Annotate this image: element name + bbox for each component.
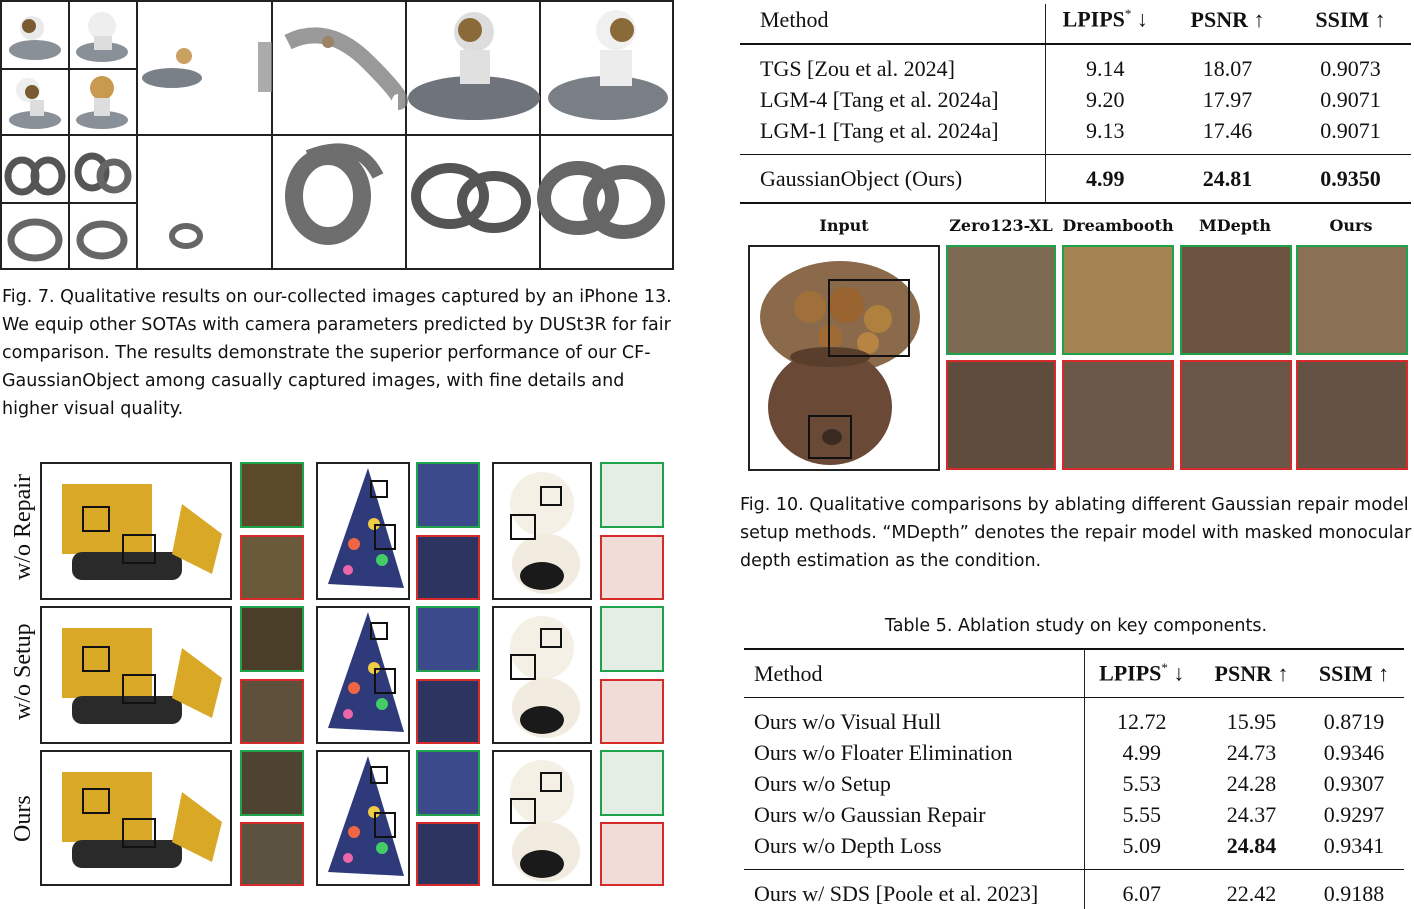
red-box <box>370 766 388 784</box>
hat-wo-repair-green-crop <box>416 462 480 528</box>
green-box <box>374 524 396 550</box>
fig10-mdepth-top-crop <box>1180 245 1292 355</box>
hat-wo-repair-red-crop <box>416 535 480 600</box>
headphone-input-thumbnails <box>2 136 136 270</box>
green-box <box>510 514 536 540</box>
bulldozer-ours-red-crop <box>240 822 304 886</box>
bulldozer-wo-repair <box>40 462 232 600</box>
fig7-caption: Fig. 7. Qualitative results on our-colle… <box>2 283 674 423</box>
results-table-top: Method LPIPS* ↓ PSNR ↑ SSIM ↑ TGS [Zou e… <box>740 4 1411 204</box>
bulldozer-wo-setup-green-crop <box>240 606 304 672</box>
green-box <box>510 654 536 680</box>
fig10-col-input: Input <box>748 216 940 235</box>
red-box <box>82 646 110 672</box>
table-row: Ours w/o Setup 5.53 24.28 0.9307 <box>744 768 1404 799</box>
green-box <box>374 668 396 694</box>
t5-header-method: Method <box>744 649 1084 698</box>
bulldozer-wo-repair-green-crop <box>240 462 304 528</box>
red-box <box>540 628 562 648</box>
input-red-box <box>808 415 852 459</box>
fig7-caption-text: Qualitative results on our-collected ima… <box>2 287 672 419</box>
table-row-last: Ours w/ SDS [Poole et al. 2023] 6.07 22.… <box>744 870 1404 909</box>
cow-wo-repair-green-crop <box>600 462 664 528</box>
fig10-caption-prefix: Fig. 10. <box>740 495 804 515</box>
fig10-caption-text: Qualitative comparisons by ablating diff… <box>740 495 1411 571</box>
green-box <box>122 534 156 564</box>
red-box <box>540 486 562 506</box>
fig10-dreambooth-bottom-crop <box>1062 360 1174 470</box>
astronaut-method-renders <box>138 2 674 134</box>
header-psnr: PSNR ↑ <box>1165 4 1290 44</box>
header-ssim: SSIM ↑ <box>1290 4 1411 44</box>
table-row: Ours w/o Gaussian Repair 5.55 24.37 0.92… <box>744 799 1404 830</box>
bulldozer-wo-setup-red-crop <box>240 679 304 744</box>
fig10-zero123-top-crop <box>946 245 1056 355</box>
table-row: LGM-1 [Tang et al. 2024a] 9.13 17.46 0.9… <box>740 115 1411 155</box>
table-row: TGS [Zou et al. 2024] 9.14 18.07 0.9073 <box>740 44 1411 84</box>
fig10-zero123-bottom-crop <box>946 360 1056 470</box>
table-row: Ours w/o Depth Loss 5.09 24.84 0.9341 <box>744 830 1404 870</box>
hat-wo-setup-red-crop <box>416 679 480 744</box>
fig10-col-ours: Ours <box>1294 216 1408 235</box>
header-lpips: LPIPS* ↓ <box>1045 4 1165 44</box>
hat-ours <box>316 750 410 886</box>
bulldozer-wo-setup <box>40 606 232 744</box>
fig10-ours-top-crop <box>1296 245 1408 355</box>
red-box <box>540 772 562 792</box>
bulldozer-wo-repair-red-crop <box>240 535 304 600</box>
hat-wo-repair <box>316 462 410 600</box>
green-box <box>122 674 156 704</box>
hat-wo-setup-green-crop <box>416 606 480 672</box>
cow-wo-setup-red-crop <box>600 679 664 744</box>
cow-wo-setup-green-crop <box>600 606 664 672</box>
fig10-caption: Fig. 10. Qualitative comparisons by abla… <box>740 491 1412 575</box>
green-box <box>374 812 396 838</box>
cow-wo-setup <box>492 606 592 744</box>
cow-wo-repair <box>492 462 592 600</box>
red-box <box>82 506 110 532</box>
astronaut-input-thumbnails <box>2 2 136 134</box>
fig10-col-zero123: Zero123-XL <box>944 216 1058 235</box>
cow-wo-repair-red-crop <box>600 535 664 600</box>
table5-caption: Table 5. Ablation study on key component… <box>744 612 1408 640</box>
table-row: Ours w/o Visual Hull 12.72 15.95 0.8719 <box>744 698 1404 738</box>
t5-header-psnr: PSNR ↑ <box>1199 649 1304 698</box>
red-box <box>370 622 388 640</box>
t5-header-lpips: LPIPS* ↓ <box>1084 649 1199 698</box>
row-label-wo-setup: w/o Setup <box>10 623 37 720</box>
red-box <box>82 788 110 814</box>
hat-ours-green-crop <box>416 750 480 816</box>
cow-ours <box>492 750 592 886</box>
green-box <box>510 798 536 824</box>
row-label-ours: Ours <box>10 795 37 842</box>
cow-ours-green-crop <box>600 750 664 816</box>
cow-ours-red-crop <box>600 822 664 886</box>
fig10-col-mdepth: MDepth <box>1178 216 1292 235</box>
fig7-caption-prefix: Fig. 7. <box>2 287 55 307</box>
fig10-input-image <box>748 245 940 471</box>
bulldozer-ours <box>40 750 232 886</box>
fig10-mdepth-bottom-crop <box>1180 360 1292 470</box>
table-row: LGM-4 [Tang et al. 2024a] 9.20 17.97 0.9… <box>740 84 1411 115</box>
headphone-method-renders <box>138 136 674 270</box>
row-label-wo-repair: w/o Repair <box>10 474 37 580</box>
hat-ours-red-crop <box>416 822 480 886</box>
t5-header-ssim: SSIM ↑ <box>1304 649 1404 698</box>
input-green-box <box>828 279 910 357</box>
red-box <box>370 480 388 498</box>
results-table-ablation: Method LPIPS* ↓ PSNR ↑ SSIM ↑ Ours w/o V… <box>744 648 1404 909</box>
green-box <box>122 818 156 848</box>
fig7-grid <box>0 0 674 270</box>
header-method: Method <box>740 4 1045 44</box>
hat-wo-setup <box>316 606 410 744</box>
fig10-dreambooth-top-crop <box>1062 245 1174 355</box>
fig10-col-dreambooth: Dreambooth <box>1060 216 1176 235</box>
bulldozer-ours-green-crop <box>240 750 304 816</box>
fig10-ours-bottom-crop <box>1296 360 1408 470</box>
table-row-ours: GaussianObject (Ours) 4.99 24.81 0.9350 <box>740 155 1411 204</box>
table-row: Ours w/o Floater Elimination 4.99 24.73 … <box>744 737 1404 768</box>
